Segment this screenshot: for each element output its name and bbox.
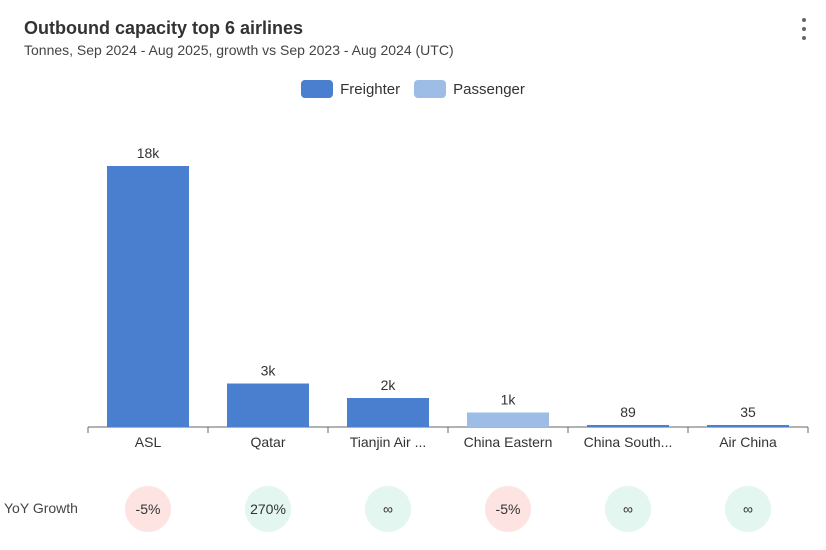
bar[interactable] [107,166,189,427]
x-tick-label: China Eastern [464,434,553,450]
legend-label-passenger: Passenger [453,80,525,98]
yoy-growth-label: YoY Growth [4,500,78,516]
bar-value-label: 2k [381,377,397,393]
chart-subtitle: Tonnes, Sep 2024 - Aug 2025, growth vs S… [24,42,454,58]
kebab-menu-icon[interactable] [796,16,812,42]
bar-value-label: 89 [620,404,636,420]
x-tick-label: ASL [135,434,162,450]
yoy-growth-badge: ∞ [365,486,411,532]
legend-item-freighter[interactable]: Freighter [301,80,400,98]
x-tick-label: Air China [719,434,777,450]
chart-legend: Freighter Passenger [0,80,826,98]
bar-value-label: 3k [261,363,277,379]
x-tick-label: Tianjin Air ... [350,434,427,450]
bar-value-label: 18k [137,145,161,161]
yoy-growth-badge: ∞ [605,486,651,532]
bar-value-label: 35 [740,404,756,420]
yoy-growth-badge: -5% [125,486,171,532]
bar[interactable] [587,425,669,427]
bar[interactable] [467,412,549,428]
yoy-growth-badge: -5% [485,486,531,532]
x-tick-label: China South... [584,434,673,450]
chart-title: Outbound capacity top 6 airlines [24,18,304,38]
bar[interactable] [347,398,429,427]
bar-chart: 18k ASL 3k Qatar 2k Tianjin Air ... 1k China Ea… [87,145,809,450]
yoy-growth-badge: ∞ [725,486,771,532]
legend-label-freighter: Freighter [340,80,401,98]
yoy-growth-badge: 270% [245,486,291,532]
legend-swatch-passenger [414,80,447,98]
x-tick-label: Qatar [250,434,285,450]
legend-item-passenger[interactable]: Passenger [414,80,525,98]
bar[interactable] [227,383,309,428]
bar[interactable] [707,425,789,427]
bar-value-label: 1k [501,392,517,408]
legend-swatch-freighter [301,80,334,98]
